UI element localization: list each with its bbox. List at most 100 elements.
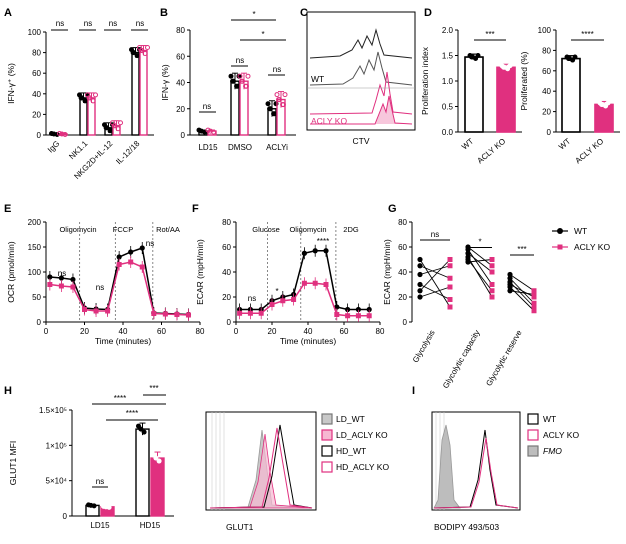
sig-label: ns [56,19,64,28]
x-tick-label: 40 [304,327,313,336]
x-tick-label: WT [557,137,572,152]
legend-label: HD_ACLY KO [336,462,389,472]
data-point [58,275,64,281]
x-tick-label: LD15 [90,521,110,530]
injection-label: Oligomycin [289,225,326,234]
legend-swatch [527,429,539,441]
panel-label: E [4,203,11,215]
y-tick-label: 80 [32,49,41,58]
x-tick-label: 0 [44,327,49,336]
bar-fill [561,57,581,133]
sig-label: ns [96,283,104,292]
injection-label: Rot/AA [156,225,180,234]
data-point [280,102,286,108]
panel-label: B [160,7,168,19]
y-axis-title: ECAR (mpH/min) [382,239,392,305]
y-tick-label: 0 [37,131,42,140]
sig-label: ns [431,230,439,239]
legend-swatch [321,445,333,457]
pair-line [509,284,535,298]
data-point [58,283,64,289]
y-tick-label: 40 [32,90,41,99]
y-tick-label: 20 [222,293,231,302]
data-point [465,246,471,253]
data-point [447,304,453,310]
injection-label: 2DG [343,225,359,234]
data-point [111,123,117,129]
data-point [301,250,307,256]
data-point [139,264,145,270]
x-tick-label: 20 [268,327,277,336]
data-point [507,63,513,69]
y-tick-label: 0.5 [442,103,454,112]
x-tick-label: Glycolysis [411,329,437,365]
data-point [70,276,76,283]
histogram-frame [205,411,317,511]
y-tick-label: 150 [28,243,42,252]
data-point [323,282,329,287]
data-point [447,275,453,281]
data-point [185,312,191,318]
x-tick-label: 20 [80,327,89,336]
pair-line [467,259,493,292]
pair-line [419,265,451,279]
data-point [276,97,282,103]
data-point [312,280,318,286]
data-point [245,73,251,79]
pair-line [467,246,493,267]
y-tick-label: 60 [222,243,231,252]
data-point [153,455,159,461]
legend-label: WT [543,414,556,424]
data-point [128,259,134,265]
data-point [334,312,340,317]
bar-fill [464,56,484,133]
y-axis-title: OCR (pmol/min) [6,241,16,303]
y-tick-label: 50 [32,293,41,302]
pair-line [467,249,493,285]
data-point [142,51,148,57]
panel-label: I [412,385,415,397]
legend-swatch [321,413,333,425]
x-tick-label: 80 [196,327,205,336]
data-point [106,504,112,510]
y-tick-label: 100 [28,28,42,37]
legend-swatch [527,445,539,457]
data-point [258,310,264,316]
x-tick-label: 40 [119,327,128,336]
y-axis-title: IFN-γ⁺ (%) [6,63,16,104]
data-point [234,83,240,89]
data-point [323,248,329,254]
x-tick-label: Glycolytic capacity [441,329,482,390]
data-point [447,263,453,269]
bar-wt [561,57,581,133]
data-point [156,458,162,464]
pair-line [419,284,451,300]
data-point [366,313,372,319]
x-tick-label: HD15 [140,521,161,530]
bar-fill [496,66,516,133]
data-point [599,101,605,107]
data-point [469,54,475,60]
data-point [531,300,537,306]
data-point [417,288,423,294]
panel-label: F [192,203,199,215]
data-point [291,297,297,302]
y-axis-title: GLUT1 MFI [8,441,18,485]
data-point [62,131,68,137]
sig-label: ns [109,19,117,28]
pair-line [419,259,451,308]
y-tick-label: 80 [176,26,185,35]
sig-label: * [478,238,481,247]
histogram-frame [431,411,521,511]
data-point [417,294,423,300]
data-point [345,313,351,319]
data-point [489,263,495,269]
data-point [501,64,507,70]
legend-swatch [321,429,333,441]
data-point [141,429,147,435]
y-tick-label: 1.0 [442,77,454,86]
data-point [174,312,180,317]
data-point [57,130,62,136]
sig-label: * [252,10,255,19]
data-point [507,284,513,290]
